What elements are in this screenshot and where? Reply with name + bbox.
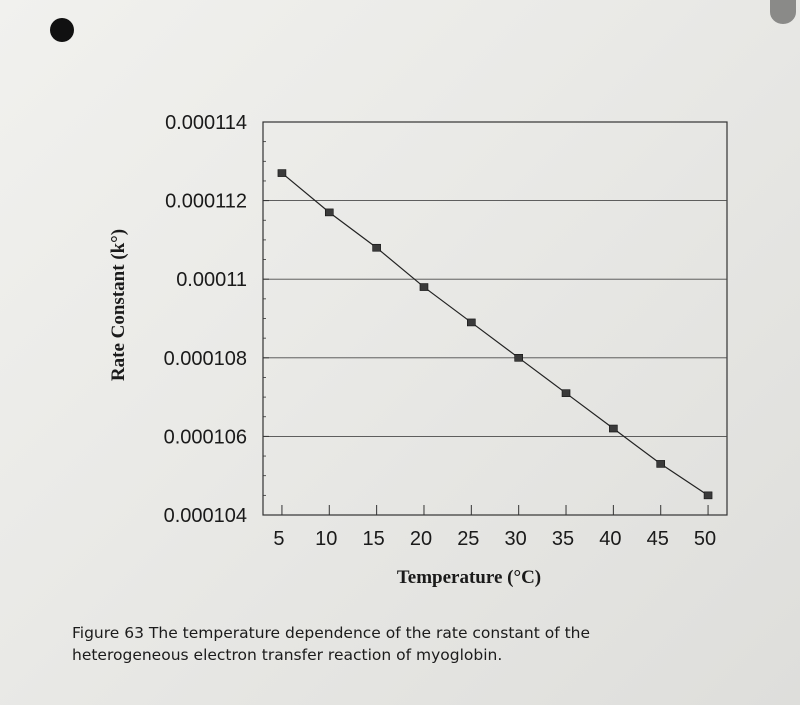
data-point: [419, 283, 429, 291]
data-point: [514, 353, 523, 362]
x-tick-label: 25: [457, 528, 479, 550]
y-tick-label: 0.000106: [164, 426, 247, 448]
plot-border: [262, 121, 728, 516]
y-tick-label: 0.000104: [164, 505, 247, 527]
punch-hole-left: [50, 18, 74, 42]
plot-frame: [262, 121, 728, 516]
x-tick-label: 20: [410, 528, 432, 550]
data-point: [703, 491, 713, 500]
y-tick-label: 0.000112: [165, 191, 247, 213]
y-tick-label: 0.00011: [176, 269, 247, 291]
series-polyline: [281, 172, 709, 496]
x-tick-label: 45: [647, 528, 669, 550]
data-point: [467, 318, 476, 327]
data-point: [324, 208, 334, 217]
series-markers: [277, 169, 713, 500]
y-tick-label: 0.000114: [165, 112, 247, 134]
y-axis-title: Rate Constant (k°): [108, 229, 129, 381]
punch-hole-right: [770, 0, 796, 24]
series-line: [281, 172, 709, 496]
x-tick-label: 5: [273, 528, 284, 550]
data-point: [656, 460, 666, 468]
x-tick-label: 40: [599, 528, 621, 550]
gridlines: [263, 200, 727, 437]
x-tick-label: 35: [552, 528, 574, 550]
x-axis-title: Temperature (°C): [397, 567, 541, 588]
figure-caption: Figure 63 The temperature dependence of …: [72, 624, 591, 664]
y-tick-label: 0.000108: [164, 348, 247, 370]
x-tick-label: 15: [363, 528, 385, 550]
x-axis-ticks: 5 10 15 20 25 30 35 40 45 50: [273, 505, 716, 550]
data-point: [372, 243, 381, 252]
x-tick-label: 50: [694, 528, 716, 550]
x-tick-label: 10: [315, 528, 337, 550]
y-axis-ticks: 0.000104 0.000106 0.000108 0.00011 0.000112 0…: [164, 112, 269, 527]
data-point: [609, 424, 618, 433]
x-tick-label: 30: [505, 528, 527, 550]
data-point: [561, 389, 571, 397]
data-point: [277, 169, 287, 177]
